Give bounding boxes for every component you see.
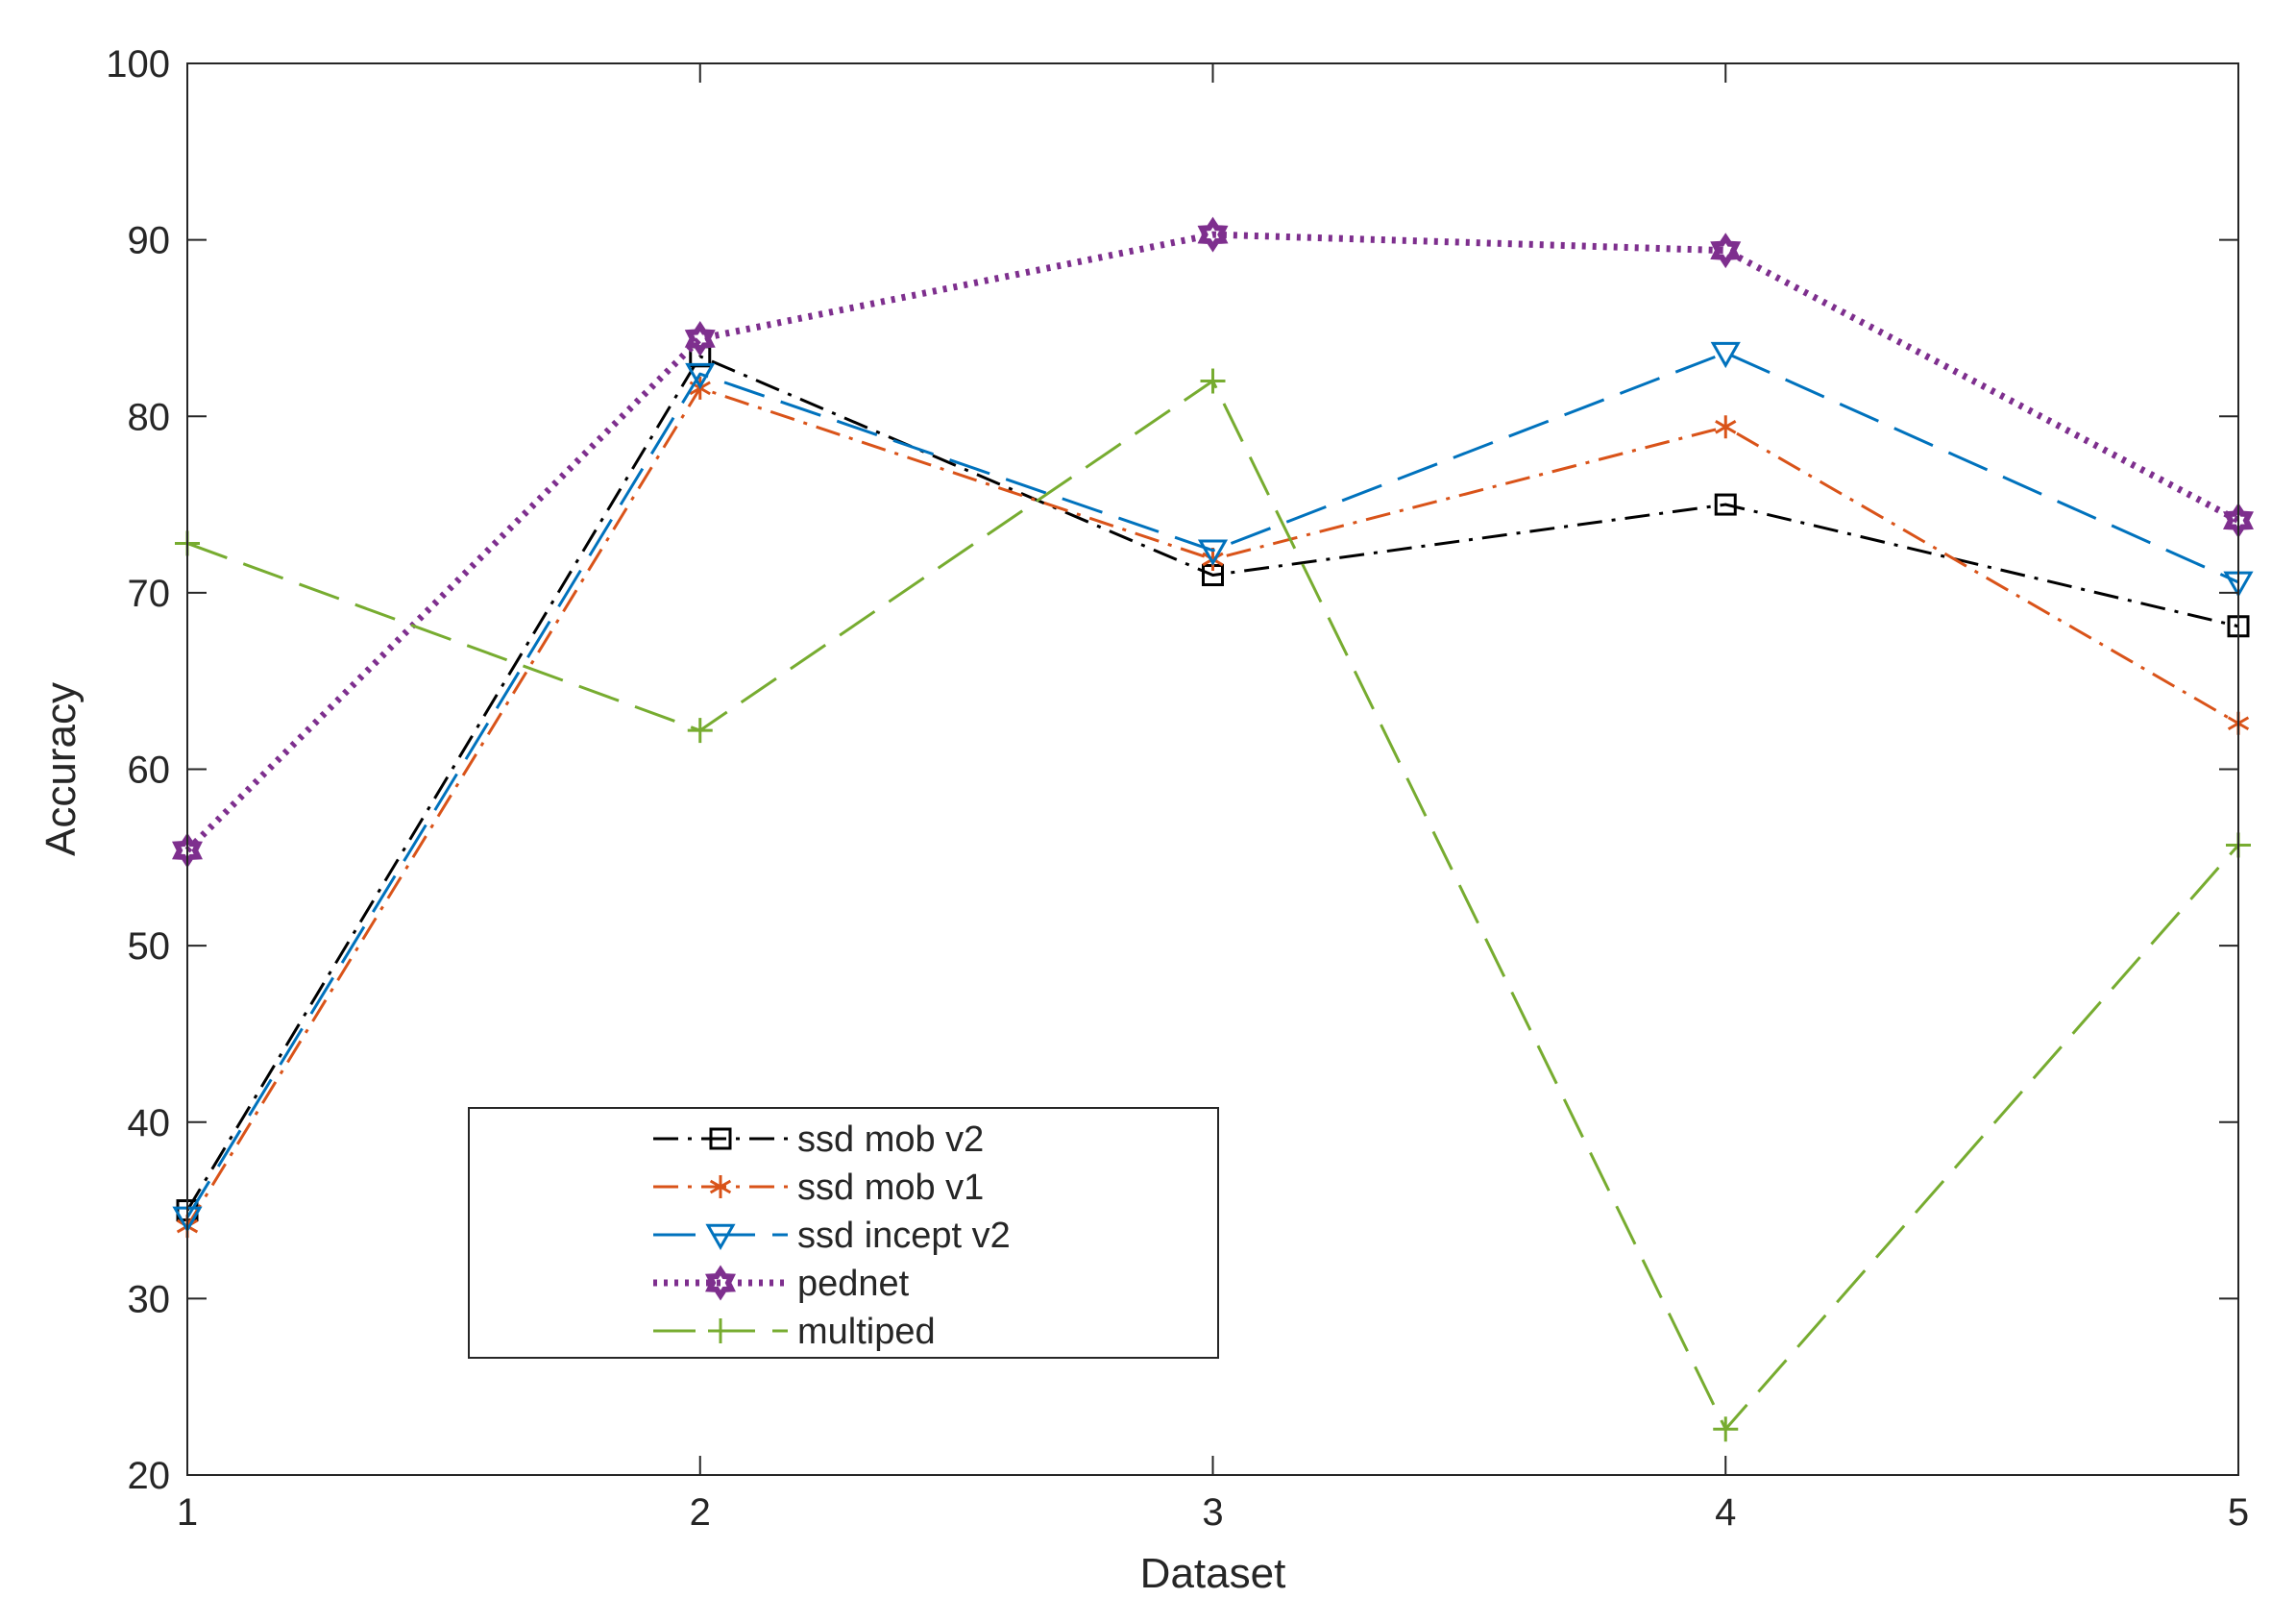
x-tick-label: 2 [690, 1491, 711, 1534]
legend-marker [705, 1223, 736, 1251]
y-tick-label: 90 [128, 220, 171, 262]
x-axis-label: Dataset [1140, 1550, 1286, 1597]
data-point-marker [685, 362, 716, 390]
data-point-marker [687, 718, 713, 744]
legend-label: ssd mob v1 [797, 1168, 984, 1208]
y-axis-label: Accuracy [37, 682, 85, 856]
y-tick-label: 60 [128, 750, 171, 792]
series-line [185, 351, 2239, 1218]
legend-item: ssd mob v1 [653, 1168, 984, 1208]
legend-label: pednet [797, 1264, 910, 1304]
legend-marker [709, 1175, 732, 1198]
data-point-marker [1197, 539, 1229, 566]
x-tick-label: 5 [2228, 1491, 2249, 1534]
legend-label: multiped [797, 1312, 936, 1352]
y-tick-label: 50 [128, 925, 171, 968]
legend-item: pednet [653, 1264, 910, 1304]
data-point-marker [1715, 415, 1737, 439]
data-point-marker [1714, 493, 1737, 516]
legend-item: ssd mob v2 [653, 1119, 984, 1160]
data-point-marker [1713, 1416, 1739, 1442]
data-point-marker [1200, 368, 1226, 394]
legend-item: multiped [653, 1312, 936, 1352]
legend-label: ssd incept v2 [797, 1216, 1011, 1256]
legend-marker [708, 1318, 733, 1343]
y-tick-label: 20 [128, 1455, 171, 1497]
y-tick-label: 40 [128, 1102, 171, 1144]
legend-box [468, 1107, 1219, 1359]
y-tick-label: 100 [106, 43, 170, 86]
legend-label: ssd mob v2 [797, 1119, 984, 1160]
x-tick-label: 3 [1202, 1491, 1223, 1534]
data-point-marker [1710, 341, 1741, 369]
data-point-marker [1197, 216, 1229, 253]
y-tick-label: 70 [128, 573, 171, 615]
data-point-marker [1710, 233, 1742, 269]
legend-marker [705, 1265, 736, 1301]
y-tick-label: 30 [128, 1278, 171, 1320]
series-line [184, 231, 2240, 853]
series-ssd-incept-v2 [172, 341, 2254, 1233]
legend-item: ssd incept v2 [653, 1216, 1011, 1256]
series-line [185, 355, 2239, 1212]
data-point-marker [684, 320, 716, 357]
x-tick-label: 1 [177, 1491, 198, 1534]
legend-marker [709, 1127, 732, 1150]
y-tick-label: 80 [128, 396, 171, 438]
x-tick-label: 4 [1715, 1491, 1736, 1534]
